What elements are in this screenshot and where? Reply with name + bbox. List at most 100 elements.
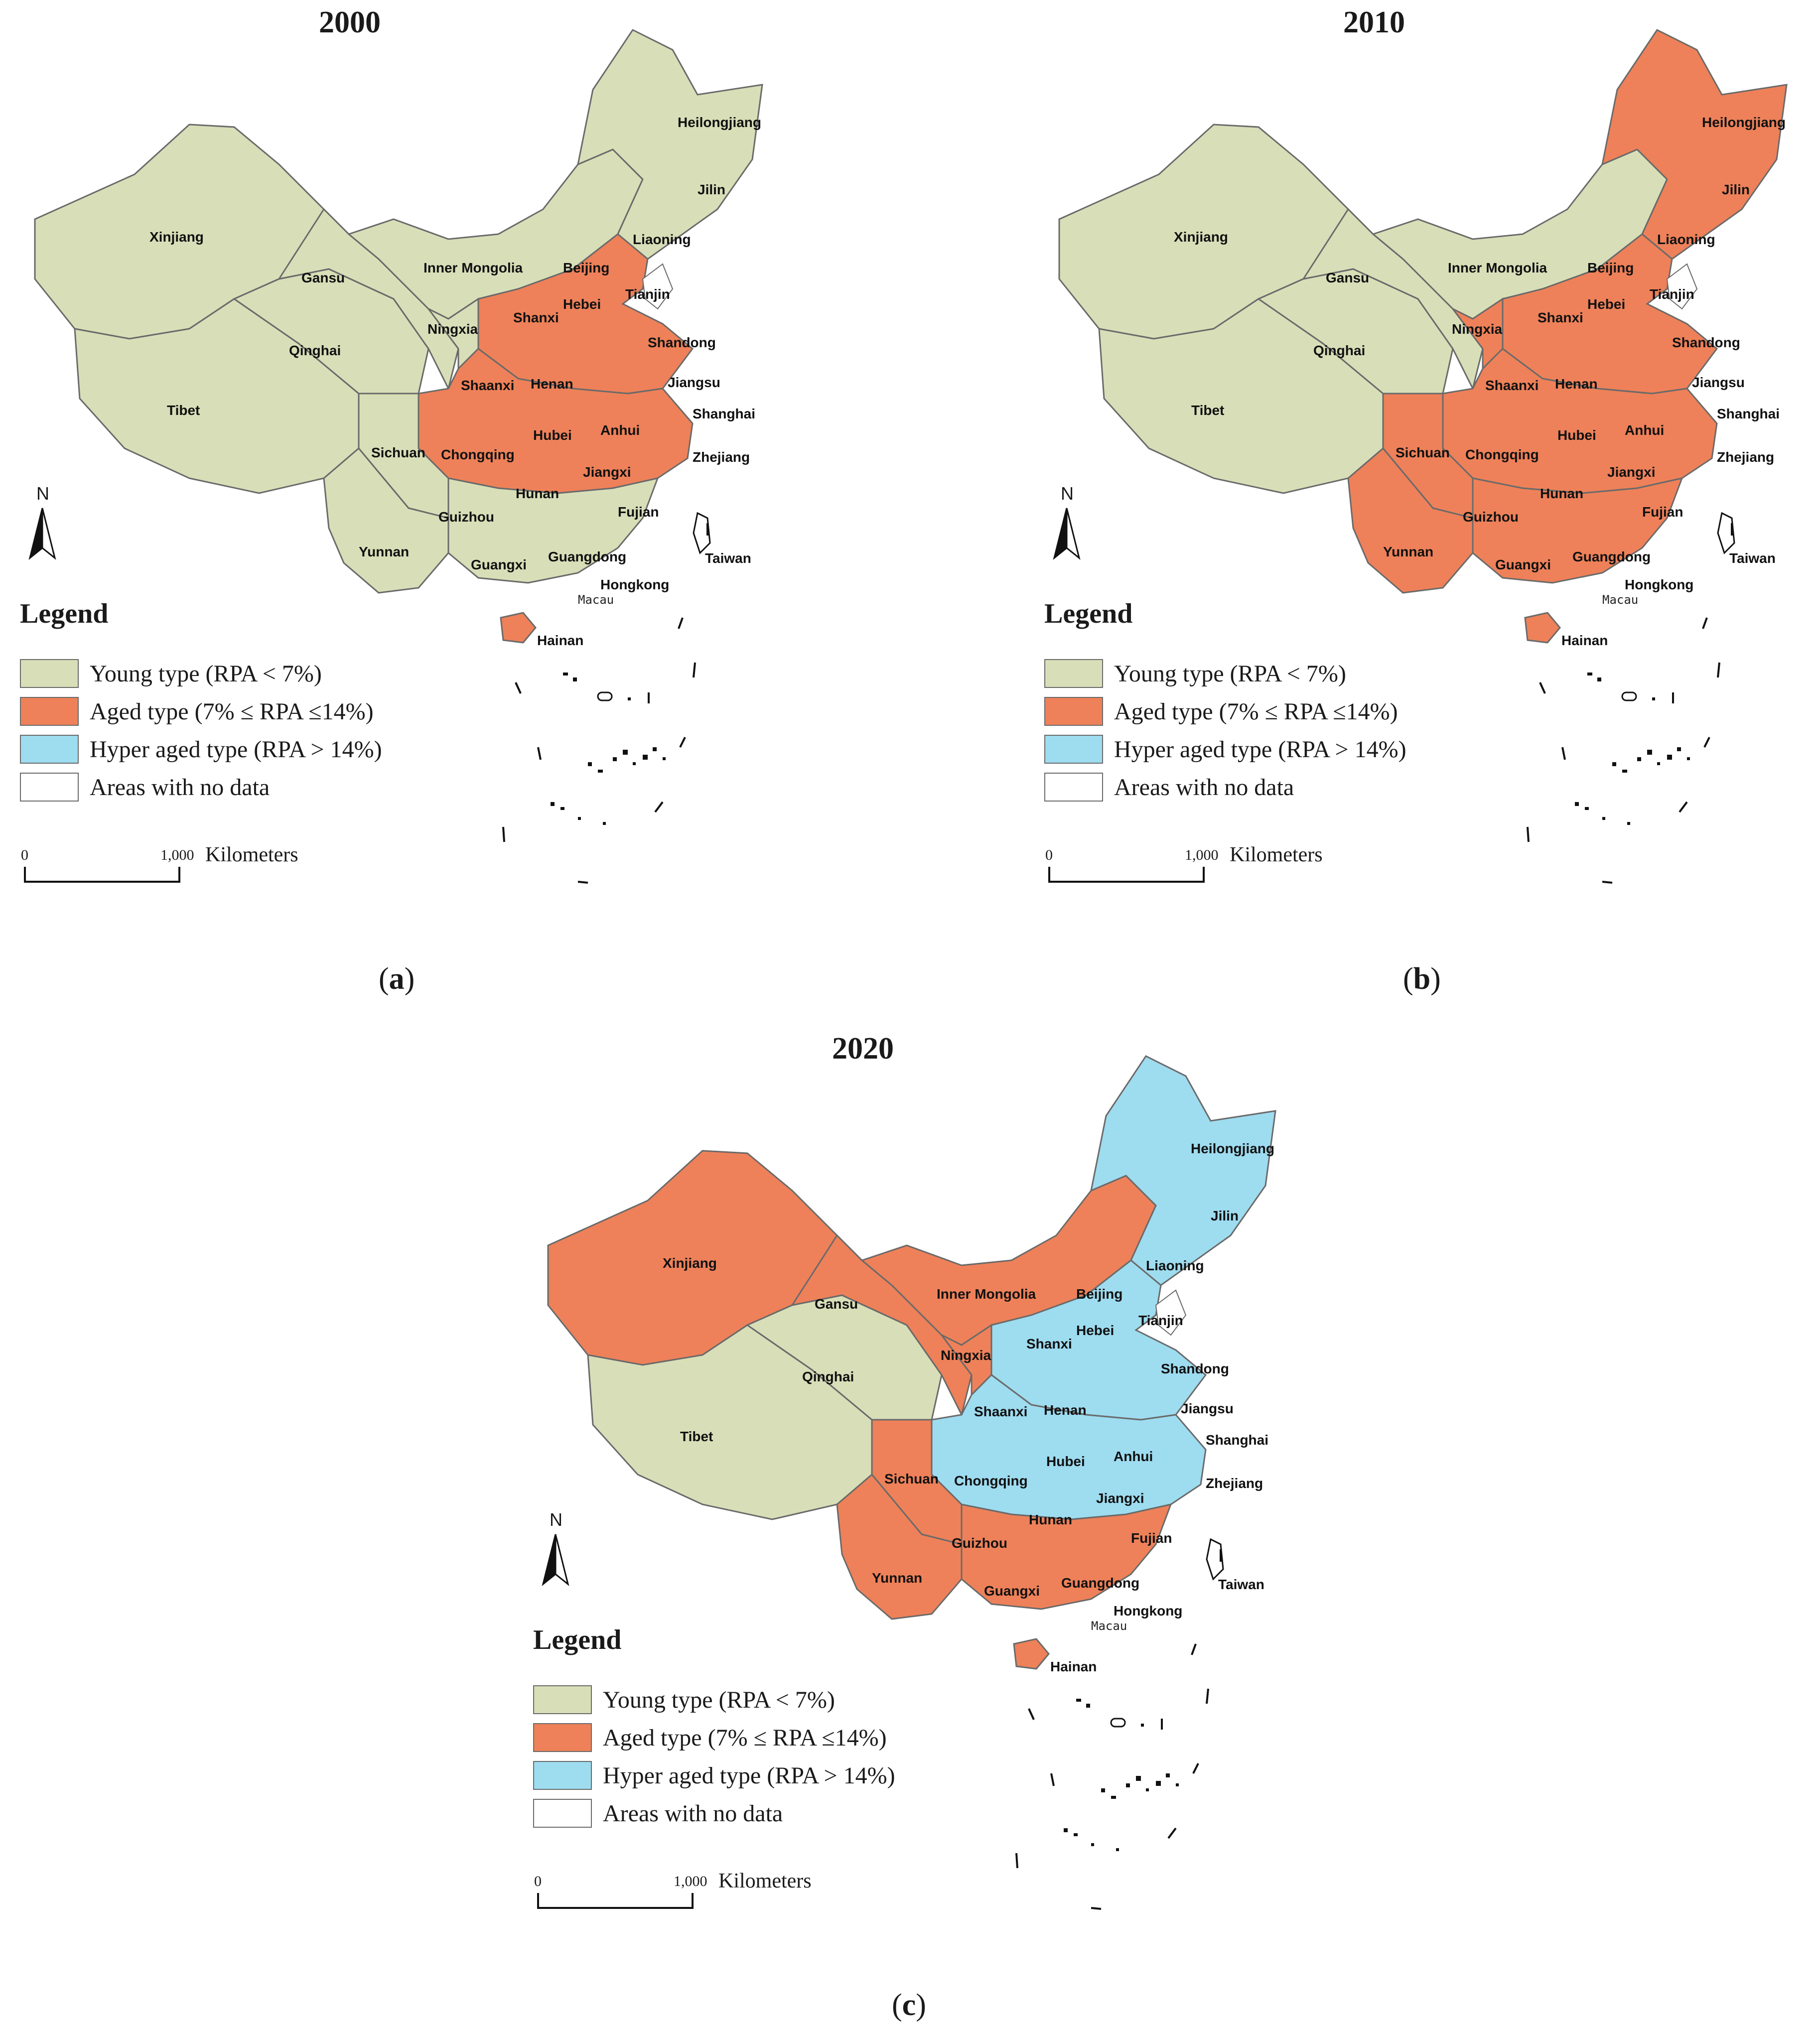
label-shanghai: Shanghai xyxy=(1206,1432,1269,1448)
legend-label: Young type (RPA < 7%) xyxy=(603,1686,835,1713)
label-jiangxi: Jiangxi xyxy=(1607,464,1656,480)
region-northeast xyxy=(1090,1055,1276,1286)
label-xinjiang: Xinjiang xyxy=(663,1255,717,1271)
label-inner-mongolia: Inner Mongolia xyxy=(937,1286,1036,1302)
panel-caption: (c) xyxy=(892,1988,926,2022)
label-tianjin: Tianjin xyxy=(1650,286,1694,302)
scale-max-label: 1,000 xyxy=(674,1873,707,1889)
north-arrow-icon xyxy=(28,508,56,560)
legend-item-aged: Aged type (7% ≤ RPA ≤14%) xyxy=(20,695,374,727)
label-hongkong: Hongkong xyxy=(1625,577,1694,592)
label-hebei: Hebei xyxy=(1587,296,1626,312)
label-sichuan: Sichuan xyxy=(884,1471,939,1486)
label-shanxi: Shanxi xyxy=(513,310,559,325)
label-sichuan: Sichuan xyxy=(1396,445,1450,460)
label-shandong: Shandong xyxy=(1672,335,1740,350)
label-taiwan: Taiwan xyxy=(1218,1577,1264,1592)
north-label: N xyxy=(550,1509,562,1530)
region-yunnan xyxy=(836,1473,963,1620)
label-guizhou: Guizhou xyxy=(952,1535,1007,1551)
label-henan: Henan xyxy=(1555,376,1598,392)
panel-caption: (a) xyxy=(379,962,415,996)
label-chongqing: Chongqing xyxy=(1465,447,1539,462)
label-guizhou: Guizhou xyxy=(438,509,494,525)
region-hainan xyxy=(1013,1638,1050,1670)
label-fujian: Fujian xyxy=(618,504,659,520)
legend-label: Young type (RPA < 7%) xyxy=(90,660,322,687)
label-shanghai: Shanghai xyxy=(693,406,756,421)
label-tibet: Tibet xyxy=(1191,403,1225,418)
legend-item-nodata: Areas with no data xyxy=(533,1797,783,1829)
label-hainan: Hainan xyxy=(1561,633,1608,648)
bohai-sea xyxy=(1666,263,1698,310)
label-guangdong: Guangdong xyxy=(1572,549,1651,564)
label-hubei: Hubei xyxy=(533,427,572,443)
label-tibet: Tibet xyxy=(167,403,200,418)
label-ningxia: Ningxia xyxy=(941,1348,991,1363)
legend-label: Hyper aged type (RPA > 14%) xyxy=(90,736,382,763)
nine-dash-line xyxy=(502,523,708,884)
label-hunan: Hunan xyxy=(1540,486,1584,501)
label-chongqing: Chongqing xyxy=(441,447,515,462)
scale-max-label: 1,000 xyxy=(160,847,194,863)
legend-label: Aged type (7% ≤ RPA ≤14%) xyxy=(1114,698,1398,725)
label-jiangsu: Jiangsu xyxy=(1692,375,1745,390)
legend-item-aged: Aged type (7% ≤ RPA ≤14%) xyxy=(533,1722,887,1753)
legend-title: Legend xyxy=(533,1624,622,1655)
legend-item-aged: Aged type (7% ≤ RPA ≤14%) xyxy=(1044,695,1398,727)
label-taiwan: Taiwan xyxy=(1729,550,1776,566)
label-shaanxi: Shaanxi xyxy=(974,1404,1028,1419)
label-guangdong: Guangdong xyxy=(548,549,627,564)
scale-unit-label: Kilometers xyxy=(205,843,298,866)
legend-swatch xyxy=(533,1723,592,1752)
label-jiangsu: Jiangsu xyxy=(668,375,720,390)
scale-bar xyxy=(537,1893,694,1909)
label-qinghai: Qinghai xyxy=(289,343,341,358)
label-yunnan: Yunnan xyxy=(872,1570,923,1586)
label-anhui: Anhui xyxy=(600,422,640,438)
bohai-sea xyxy=(642,263,674,310)
map-panel-2020: 2020 xyxy=(513,1026,1423,2022)
china-map xyxy=(1048,29,1788,884)
label-tianjin: Tianjin xyxy=(625,286,670,302)
label-qinghai: Qinghai xyxy=(802,1369,854,1384)
label-shanghai: Shanghai xyxy=(1717,406,1780,421)
label-guangdong: Guangdong xyxy=(1061,1575,1140,1591)
region-northeast xyxy=(576,29,763,260)
north-arrow-icon xyxy=(542,1534,569,1586)
label-jilin: Jilin xyxy=(1211,1208,1239,1223)
label-inner-mongolia: Inner Mongolia xyxy=(1448,260,1547,275)
label-macau: Macau xyxy=(1602,593,1639,607)
scale-unit-label: Kilometers xyxy=(718,1870,812,1892)
label-liaoning: Liaoning xyxy=(1146,1258,1204,1273)
legend-item-nodata: Areas with no data xyxy=(1044,771,1294,803)
label-zhejiang: Zhejiang xyxy=(693,449,750,465)
label-hongkong: Hongkong xyxy=(1114,1603,1183,1618)
scale-zero-label: 0 xyxy=(21,847,28,863)
label-jiangxi: Jiangxi xyxy=(1096,1490,1144,1506)
legend-item-hyper: Hyper aged type (RPA > 14%) xyxy=(20,733,382,765)
south-china-sea-islands xyxy=(1064,1699,1179,1851)
label-fujian: Fujian xyxy=(1642,504,1683,520)
map-panel-2000: 2000 xyxy=(0,0,910,1016)
legend-item-young: Young type (RPA < 7%) xyxy=(20,658,322,689)
scale-bar xyxy=(24,867,180,883)
label-fujian: Fujian xyxy=(1131,1530,1172,1546)
legend-swatch xyxy=(20,735,79,764)
legend-label: Areas with no data xyxy=(1114,774,1294,801)
legend-title: Legend xyxy=(20,598,109,629)
label-hebei: Hebei xyxy=(563,296,601,312)
region-taiwan xyxy=(693,512,711,554)
nine-dash-line xyxy=(1015,1549,1222,1910)
label-hubei: Hubei xyxy=(1046,1454,1085,1469)
year-title: 2010 xyxy=(1343,5,1405,39)
label-hainan: Hainan xyxy=(537,633,584,648)
label-hunan: Hunan xyxy=(1029,1512,1073,1527)
label-beijing: Beijing xyxy=(563,260,610,275)
label-sichuan: Sichuan xyxy=(371,445,425,460)
label-heilongjiang: Heilongjiang xyxy=(1702,115,1786,130)
china-map xyxy=(537,1055,1276,1910)
legend-item-nodata: Areas with no data xyxy=(20,771,270,803)
legend-label: Young type (RPA < 7%) xyxy=(1114,660,1346,687)
legend-label: Hyper aged type (RPA > 14%) xyxy=(603,1762,895,1789)
